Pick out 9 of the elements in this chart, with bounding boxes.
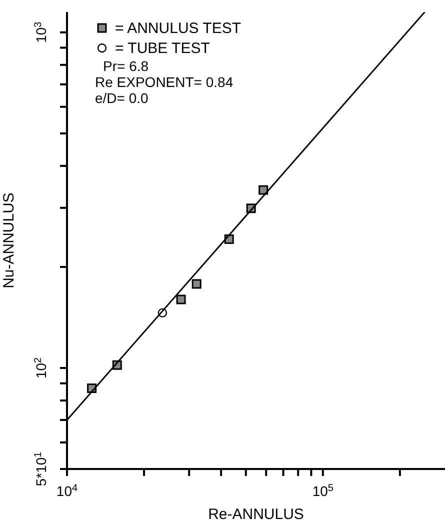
x-tick-label: 10$^{5}$ (312, 482, 334, 499)
x-axis-title: Re-ANNULUS (208, 506, 304, 521)
x-tick-label: 10$^{4}$ (56, 482, 78, 499)
legend-label: = TUBE TEST (115, 40, 210, 56)
annotation: Pr= 6.8 (103, 58, 150, 74)
annotation: e/D= 0.0 (95, 90, 150, 106)
y-axis-title: Nu-ANNULUS (0, 192, 18, 288)
legend-label: = ANNULUS TEST (115, 20, 242, 36)
annotation: Re EXPONENT= 0.84 (95, 74, 234, 90)
